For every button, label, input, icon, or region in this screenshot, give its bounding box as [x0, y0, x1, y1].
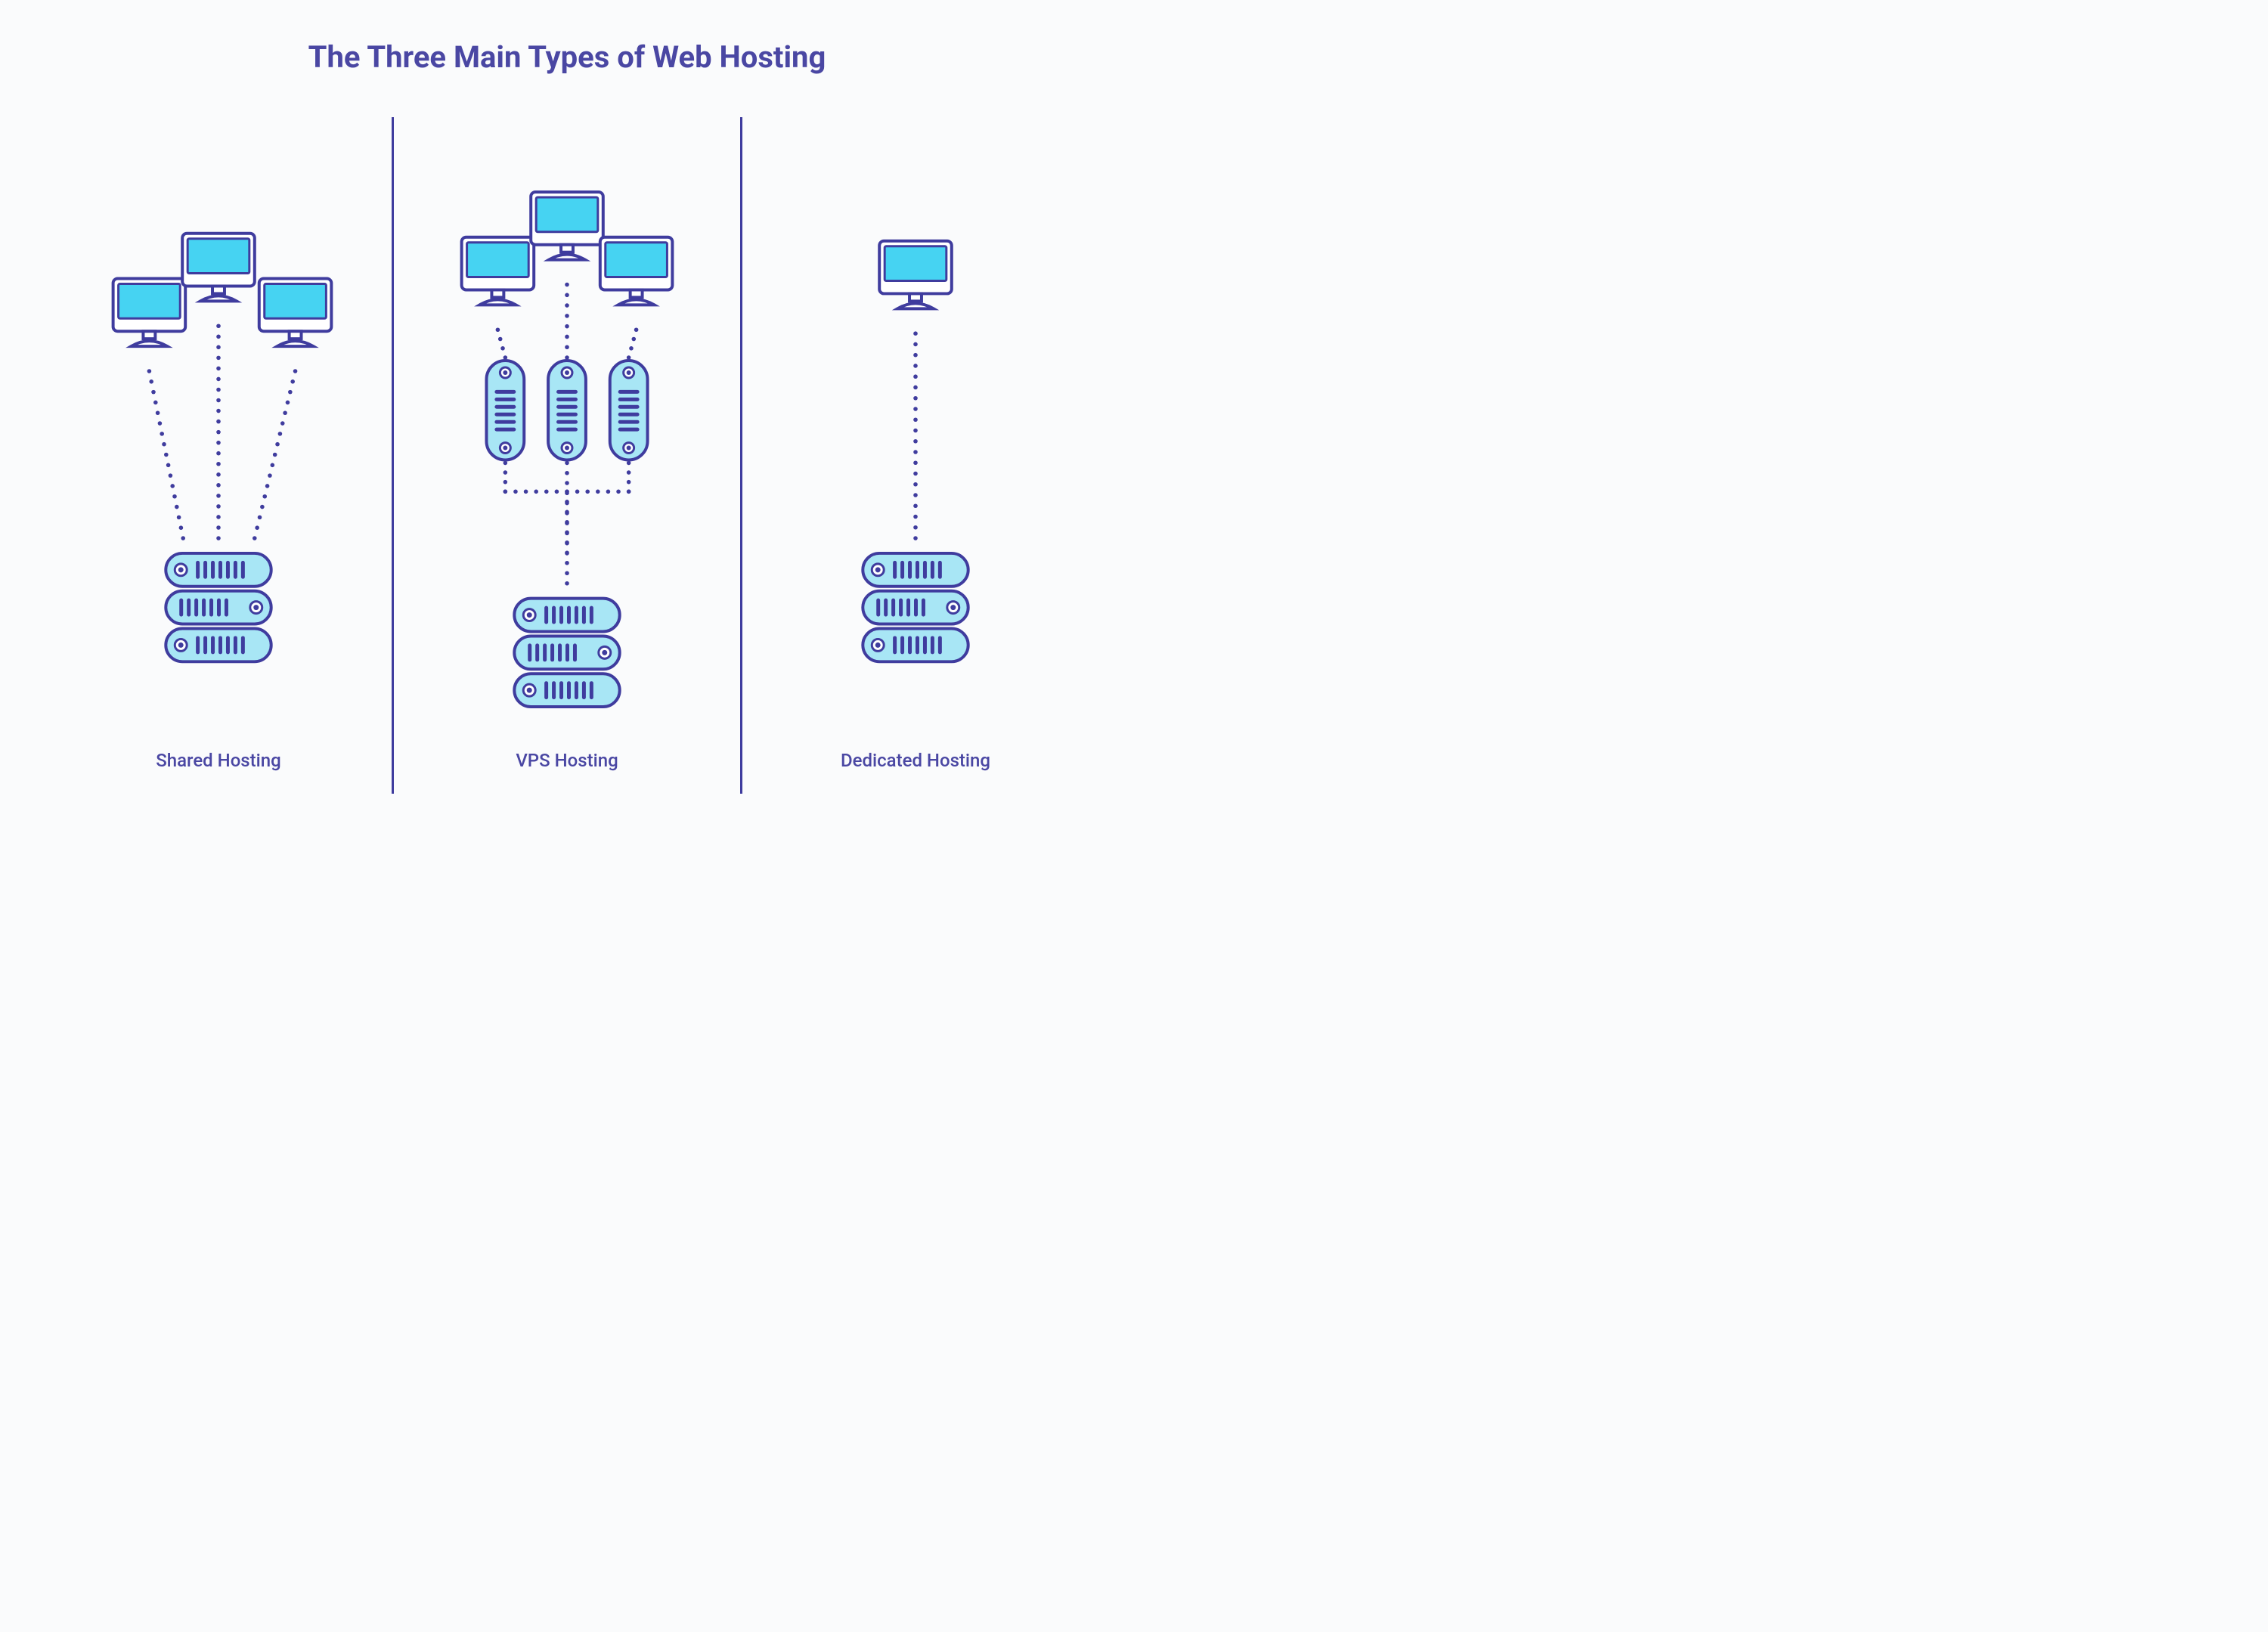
label-dedicated: Dedicated Hosting [742, 750, 1089, 771]
shared-diagram [45, 117, 392, 794]
col-dedicated: Dedicated Hosting [742, 117, 1089, 794]
vps-diagram [394, 117, 740, 794]
col-shared: Shared Hosting [45, 117, 392, 794]
col-vps: VPS Hosting [394, 117, 740, 794]
label-shared: Shared Hosting [45, 750, 392, 771]
dedicated-diagram [742, 117, 1089, 794]
page-title: The Three Main Types of Web Hosting [0, 39, 1134, 75]
columns-container: Shared Hosting VPS Hosting Dedicated Hos… [45, 117, 1089, 794]
label-vps: VPS Hosting [394, 750, 740, 771]
